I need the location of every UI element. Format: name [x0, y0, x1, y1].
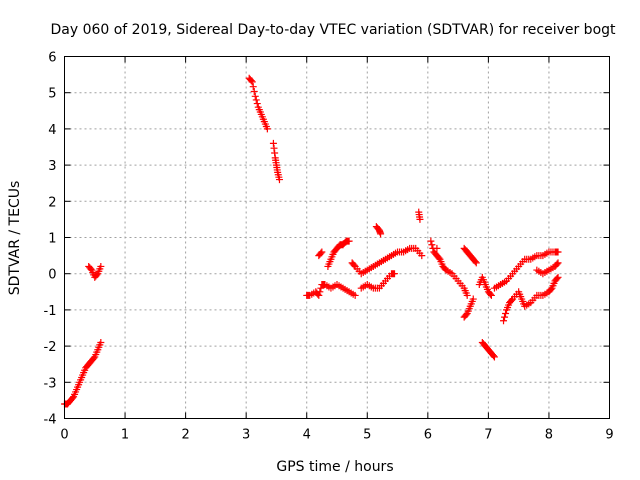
- data-point: [501, 313, 509, 321]
- x-tick-label: 9: [605, 428, 613, 443]
- data-point: [553, 260, 561, 268]
- data-point: [249, 83, 257, 91]
- data-point: [427, 237, 435, 245]
- data-point: [554, 259, 562, 267]
- data-point: [271, 149, 279, 157]
- data-series: [61, 74, 562, 408]
- data-point: [87, 265, 95, 273]
- data-point: [351, 291, 359, 299]
- data-point: [315, 291, 323, 299]
- data-point: [391, 270, 399, 278]
- y-tick-label: 6: [48, 51, 56, 66]
- data-point: [317, 284, 325, 292]
- data-point: [502, 310, 510, 318]
- data-point: [500, 317, 508, 325]
- data-point: [472, 259, 480, 267]
- x-axis-label: GPS time / hours: [276, 459, 393, 475]
- y-tick-label: 0: [48, 268, 56, 283]
- data-point: [270, 144, 278, 152]
- data-point: [93, 271, 101, 279]
- data-point: [275, 176, 283, 184]
- y-tick-label: 1: [48, 232, 56, 247]
- data-point: [416, 215, 424, 223]
- plot-frame: [64, 56, 610, 419]
- x-tick-labels: 0 1 2 3 4 5 6 7 8 9: [60, 428, 613, 443]
- data-point: [508, 296, 516, 304]
- y-tick-labels: -4 -3 -2 -1 0 1 2 3 4 5 6: [44, 51, 57, 428]
- data-point: [487, 291, 495, 299]
- data-point: [554, 273, 562, 281]
- x-tick-label: 8: [545, 428, 553, 443]
- x-tick-label: 6: [424, 428, 432, 443]
- data-point: [97, 338, 105, 346]
- data-point: [462, 311, 470, 319]
- data-point: [253, 100, 261, 108]
- x-tick-label: 4: [303, 428, 311, 443]
- y-tick-label: -4: [44, 413, 57, 428]
- y-tick-label: -3: [44, 376, 57, 391]
- x-tick-label: 7: [484, 428, 492, 443]
- data-point: [486, 290, 494, 298]
- x-tick-label: 1: [121, 428, 129, 443]
- data-point: [469, 295, 477, 303]
- x-tick-label: 0: [60, 428, 68, 443]
- data-point: [318, 248, 326, 256]
- data-point: [489, 352, 497, 360]
- data-point: [248, 78, 256, 86]
- data-point: [90, 354, 98, 362]
- data-point: [251, 92, 259, 100]
- y-tick-label: 4: [48, 123, 56, 138]
- data-point: [317, 249, 325, 257]
- y-tick-label: 2: [48, 195, 56, 210]
- x-tick-label: 3: [242, 428, 250, 443]
- data-point: [345, 237, 353, 245]
- data-point: [316, 288, 324, 296]
- y-tick-label: 5: [48, 87, 56, 102]
- data-point: [433, 244, 441, 252]
- data-point: [547, 285, 555, 293]
- data-point: [471, 258, 479, 266]
- data-point: [97, 262, 105, 270]
- data-point: [247, 77, 255, 85]
- y-tick-label: -1: [44, 304, 57, 319]
- y-tick-label: -2: [44, 340, 57, 355]
- x-tick-label: 2: [181, 428, 189, 443]
- data-point: [350, 261, 358, 269]
- chart-title: Day 060 of 2019, Sidereal Day-to-day VTE…: [50, 22, 616, 38]
- data-point: [377, 230, 385, 238]
- data-point: [490, 353, 498, 361]
- data-point: [252, 96, 260, 104]
- grid-lines: [64, 56, 610, 419]
- data-point: [435, 254, 443, 262]
- data-point: [554, 248, 562, 256]
- data-point: [69, 394, 77, 402]
- data-point: [428, 241, 436, 249]
- x-tick-label: 5: [363, 428, 371, 443]
- data-point: [418, 252, 426, 260]
- y-axis-label: SDTVAR / TECUs: [7, 181, 23, 296]
- data-point: [553, 275, 561, 283]
- data-point: [269, 139, 277, 147]
- y-tick-label: 3: [48, 159, 56, 174]
- data-point: [463, 291, 471, 299]
- data-point: [250, 87, 258, 95]
- data-point: [263, 125, 271, 133]
